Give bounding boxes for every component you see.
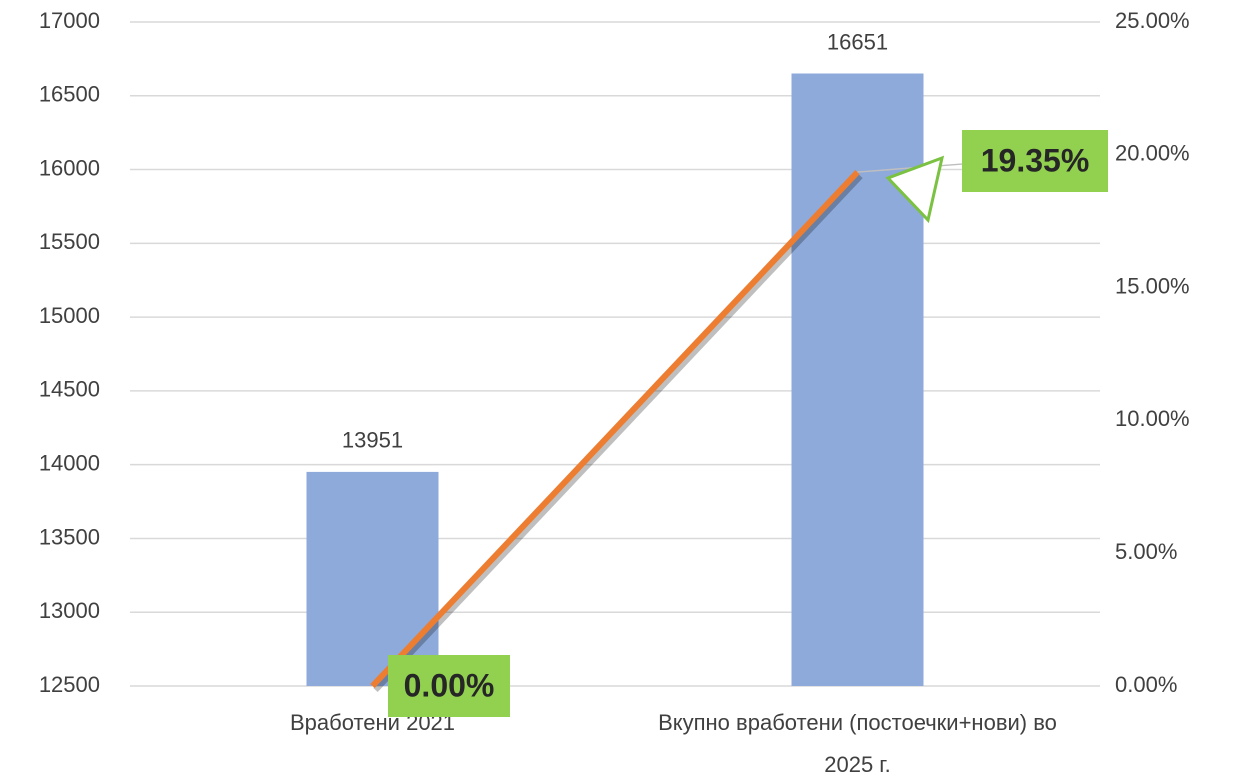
y-tick-label: 16500 xyxy=(39,82,100,107)
bar-value-label: 16651 xyxy=(827,29,888,54)
x-tick-label: Вработени 2021 xyxy=(289,710,456,735)
bar-value-label: 13951 xyxy=(342,428,403,453)
x-label-box: Вработени 2021 xyxy=(289,710,456,735)
y2-tick-label: 0.00% xyxy=(1115,672,1177,697)
x-tick-label: Вкупно вработени (постоечки+нови) во 202… xyxy=(658,710,1057,777)
y-tick-label: 14500 xyxy=(39,377,100,402)
y2-tick-label: 20.00% xyxy=(1115,141,1190,166)
data-label-box xyxy=(962,130,1108,192)
line-value-label: 0.00% xyxy=(404,667,495,703)
bar xyxy=(306,471,439,686)
y2-tick-label: 25.00% xyxy=(1115,8,1190,33)
line xyxy=(370,170,860,689)
y2-tick-label: 15.00% xyxy=(1115,273,1190,298)
cursor-icon xyxy=(885,155,945,224)
line-shadow xyxy=(373,174,863,693)
leader-line xyxy=(857,163,963,173)
y-tick-label: 16000 xyxy=(39,155,100,180)
y2-tick-label: 5.00% xyxy=(1115,539,1177,564)
y-tick-label: 13500 xyxy=(39,524,100,549)
y-tick-label: 12500 xyxy=(39,672,100,697)
bar xyxy=(791,73,924,686)
y-tick-label: 17000 xyxy=(39,8,100,33)
line-value-label: 19.35% xyxy=(981,142,1090,178)
data-label-box xyxy=(388,655,510,717)
y2-tick-label: 10.00% xyxy=(1115,406,1190,431)
x-label-box: Вкупно вработени (постоечки+нови) во 202… xyxy=(658,710,1057,777)
y-tick-label: 14000 xyxy=(39,450,100,475)
y-tick-label: 13000 xyxy=(39,598,100,623)
y-tick-label: 15000 xyxy=(39,303,100,328)
y-tick-label: 15500 xyxy=(39,229,100,254)
